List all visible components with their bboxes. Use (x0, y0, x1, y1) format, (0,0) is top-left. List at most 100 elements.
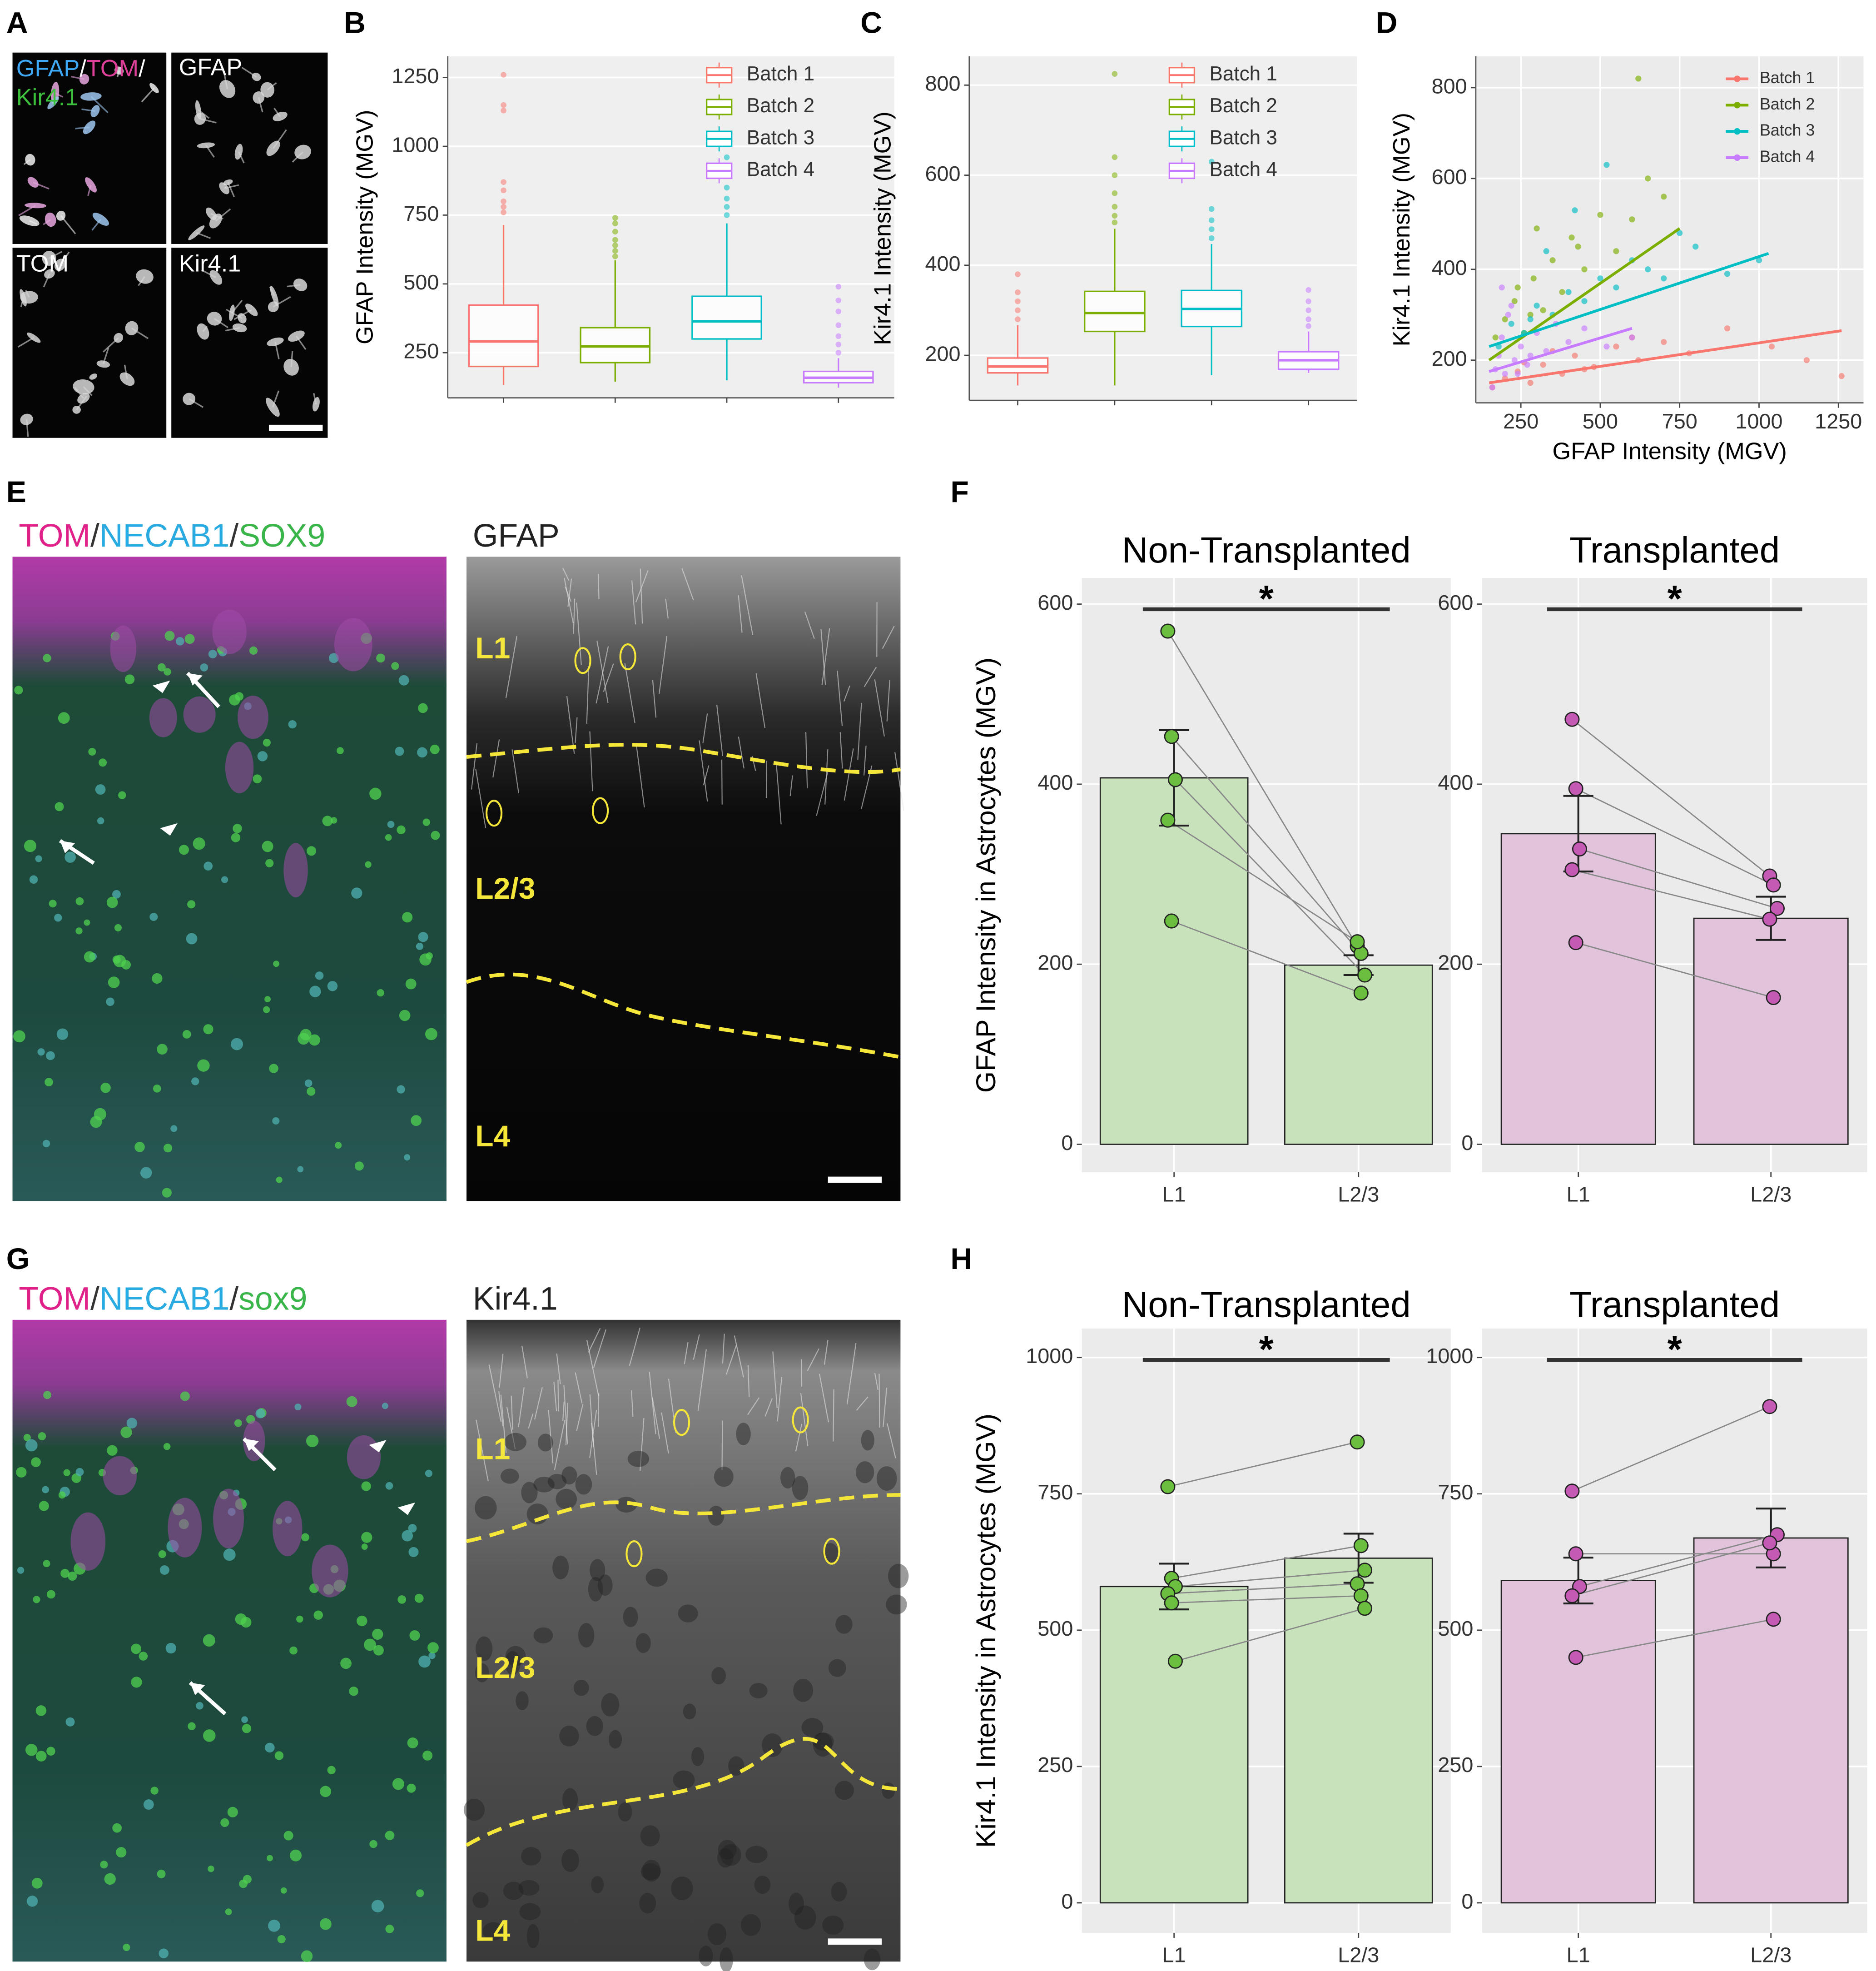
cell-shadow (547, 1473, 567, 1489)
nucleus (227, 1807, 238, 1817)
fiber (857, 702, 862, 760)
cell-shadow (794, 1906, 816, 1930)
point (1603, 162, 1610, 168)
y-tick-label: 200 (1438, 951, 1473, 975)
legend-label: Batch 2 (747, 95, 814, 117)
cell-shadow (503, 1881, 524, 1900)
nucleus (58, 712, 70, 724)
y-tick-label: 750 (1438, 1480, 1473, 1504)
animal-point (1357, 967, 1373, 983)
box (468, 304, 539, 368)
point (1581, 266, 1588, 273)
cell-shadow (882, 1782, 895, 1799)
fiber (500, 1394, 507, 1453)
point (1540, 362, 1546, 368)
outlier (724, 212, 730, 218)
pair-line (1167, 1441, 1358, 1488)
nucleus (223, 1548, 236, 1561)
nucleus (112, 1823, 122, 1833)
point (1511, 298, 1518, 304)
layer-boundary (466, 972, 901, 1059)
nucleus (88, 748, 96, 756)
point (1565, 339, 1572, 345)
y-tick-label: 600 (1037, 591, 1073, 614)
fiber (548, 1409, 554, 1463)
nucleus (426, 952, 433, 960)
arrowhead (160, 823, 178, 836)
cell-shadow (812, 1732, 834, 1751)
nucleus (13, 1030, 25, 1043)
process (102, 337, 119, 353)
outlier (1015, 289, 1021, 295)
legend-label: Batch 1 (1209, 63, 1277, 85)
nucleus (418, 1655, 431, 1668)
animal-point (1564, 712, 1580, 727)
fiber (800, 1393, 809, 1446)
bar (1284, 1558, 1433, 1904)
point (1530, 275, 1537, 282)
nucleus (346, 1396, 357, 1407)
cell-outline (574, 647, 591, 674)
legend-label: Batch 3 (747, 126, 814, 149)
box (691, 295, 762, 340)
animal-point (1160, 1479, 1176, 1494)
cell-shadow (556, 1488, 577, 1509)
significance-label: * (1259, 1328, 1274, 1370)
nucleus (371, 1900, 384, 1912)
cell-shadow (711, 1667, 726, 1685)
point (1756, 257, 1762, 264)
y-tick-label: 500 (1037, 1617, 1073, 1640)
fiber (764, 1398, 773, 1417)
y-tick-label: 500 (403, 270, 439, 294)
process (273, 129, 287, 149)
point (1502, 371, 1508, 377)
cell (223, 179, 233, 185)
layer-boundary (466, 742, 901, 774)
nucleus (231, 1038, 243, 1050)
fiber (734, 1335, 744, 1378)
nucleus (58, 1491, 66, 1499)
fiber (844, 748, 854, 801)
nucleus (159, 1948, 169, 1959)
fiber (839, 732, 843, 769)
nucleus (327, 981, 338, 991)
point (1803, 357, 1810, 363)
nucleus (116, 1847, 127, 1858)
nucleus (24, 840, 36, 852)
process (274, 342, 280, 359)
outlier (835, 309, 842, 314)
pair-line (1572, 1406, 1770, 1492)
cell-shadow (645, 1568, 668, 1587)
fiber (553, 1381, 557, 1411)
nucleus (158, 1550, 166, 1558)
fiber (886, 1423, 896, 1458)
pair-line (1572, 719, 1770, 877)
nucleus (139, 1652, 148, 1661)
nucleus (164, 631, 175, 641)
nucleus (233, 824, 242, 833)
nucleus (265, 859, 274, 867)
nucleus (49, 900, 57, 908)
fiber (807, 1348, 819, 1371)
nucleus (182, 1030, 191, 1039)
fiber (534, 1387, 543, 1420)
y-axis-label: Kir4.1 Intensity in Astrocytes (MGV) (970, 1414, 1001, 1848)
y-tick-label: 400 (1438, 771, 1473, 794)
fiber (652, 680, 657, 718)
nucleus (140, 1167, 152, 1179)
micrograph (466, 557, 904, 1201)
nucleus (220, 1818, 229, 1827)
nucleus (134, 1142, 145, 1152)
animal-point (1167, 772, 1183, 787)
cell-shadow (505, 1646, 526, 1666)
outlier (1112, 204, 1118, 210)
fiber (658, 636, 668, 694)
pair-line (1175, 779, 1365, 976)
channel-label: / (229, 1280, 238, 1317)
x-tick-label: 500 (1583, 409, 1618, 433)
process (76, 396, 87, 410)
nucleus (385, 1482, 393, 1490)
cell-shadow (762, 1733, 783, 1757)
micrograph (12, 557, 447, 1201)
